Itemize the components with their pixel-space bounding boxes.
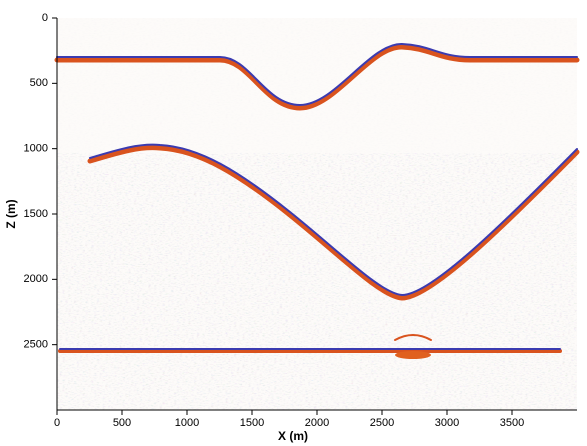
y-tick-label: 0 bbox=[42, 12, 48, 24]
x-tick-label: 3500 bbox=[500, 417, 524, 429]
y-tick-label: 500 bbox=[30, 77, 48, 89]
y-tick-label: 2000 bbox=[24, 273, 48, 285]
x-tick-label: 2500 bbox=[370, 417, 394, 429]
y-tick-label: 1500 bbox=[24, 208, 48, 220]
x-tick-label: 500 bbox=[113, 417, 131, 429]
y-tick-label: 2500 bbox=[24, 339, 48, 351]
x-tick-label: 1000 bbox=[175, 417, 199, 429]
y-axis-label: Z (m) bbox=[4, 199, 18, 228]
x-tick-label: 2000 bbox=[305, 417, 329, 429]
x-tick-label: 0 bbox=[54, 417, 60, 429]
y-tick-label: 1000 bbox=[24, 143, 48, 155]
x-axis-label: X (m) bbox=[278, 429, 308, 443]
x-tick-label: 1500 bbox=[240, 417, 264, 429]
seismic-image bbox=[54, 18, 580, 410]
x-tick-label: 3000 bbox=[435, 417, 459, 429]
